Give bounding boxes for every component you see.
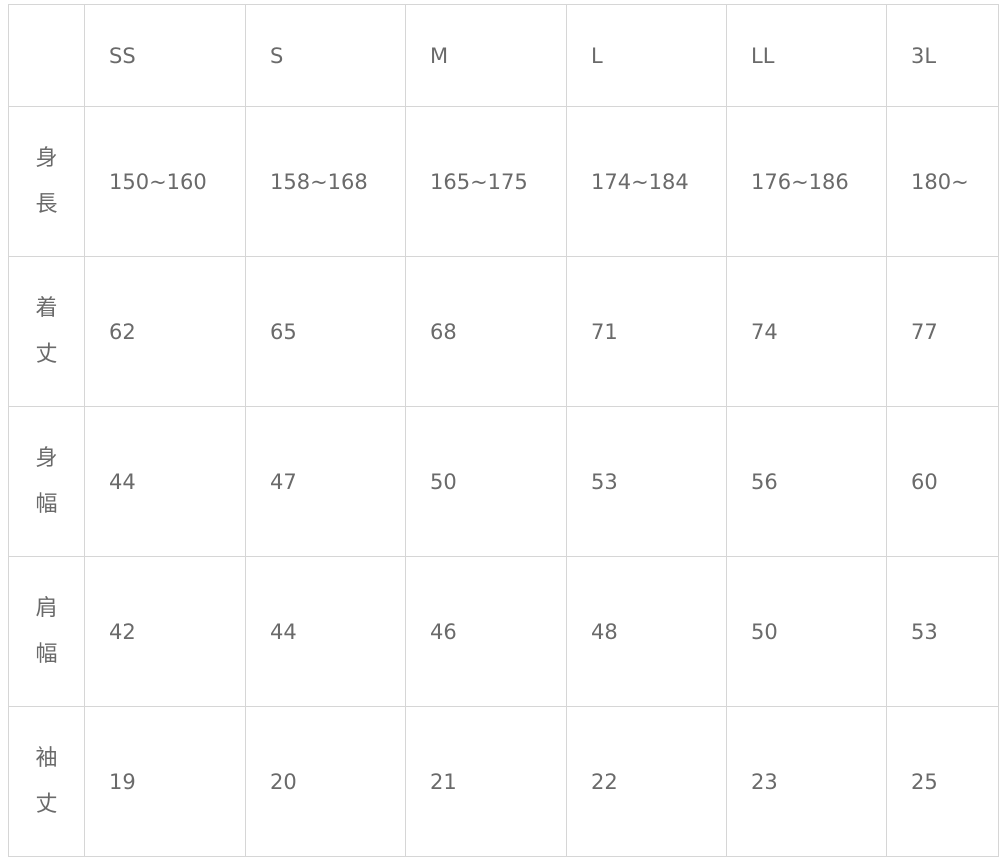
row-label: 肩幅 xyxy=(8,556,85,707)
size-chart-table: SS S M L LL 3L 身長 150~160 158~168 165~175 17… xyxy=(8,4,999,857)
table-cell: 71 xyxy=(566,256,727,407)
header-row: SS S M L LL 3L xyxy=(8,4,999,107)
header-cell-l: L xyxy=(566,4,727,107)
row-label-char: 着 xyxy=(35,295,58,321)
row-label: 身幅 xyxy=(8,406,85,557)
table-cell: 74 xyxy=(726,256,887,407)
row-label-char: 袖 xyxy=(35,745,58,771)
table-cell: 65 xyxy=(245,256,406,407)
row-label-char: 身 xyxy=(35,445,58,471)
table-row: 袖丈 19 20 21 22 23 25 xyxy=(8,706,999,857)
row-label: 袖丈 xyxy=(8,706,85,857)
header-cell-ll: LL xyxy=(726,4,887,107)
table-cell: 46 xyxy=(405,556,567,707)
row-label-char: 長 xyxy=(35,191,58,217)
row-label-char: 幅 xyxy=(35,491,58,517)
table-row: 身長 150~160 158~168 165~175 174~184 176~186 180… xyxy=(8,106,999,257)
table-cell: 50 xyxy=(726,556,887,707)
row-label-char: 丈 xyxy=(35,341,58,367)
row-label: 身長 xyxy=(8,106,85,257)
row-label-char: 肩 xyxy=(35,595,58,621)
corner-cell xyxy=(8,4,85,107)
table-cell: 42 xyxy=(84,556,246,707)
header-cell-m: M xyxy=(405,4,567,107)
table-cell: 176~186 xyxy=(726,106,887,257)
row-label-char: 幅 xyxy=(35,641,58,667)
header-cell-ss: SS xyxy=(84,4,246,107)
table-cell: 158~168 xyxy=(245,106,406,257)
table-cell: 19 xyxy=(84,706,246,857)
table-cell: 150~160 xyxy=(84,106,246,257)
table-cell: 62 xyxy=(84,256,246,407)
table-cell: 53 xyxy=(566,406,727,557)
table-cell: 21 xyxy=(405,706,567,857)
table-cell: 180~ xyxy=(886,106,999,257)
row-label-char: 丈 xyxy=(35,791,58,817)
table-cell: 50 xyxy=(405,406,567,557)
table-cell: 25 xyxy=(886,706,999,857)
table-cell: 47 xyxy=(245,406,406,557)
table-cell: 68 xyxy=(405,256,567,407)
table-cell: 44 xyxy=(84,406,246,557)
header-cell-3l: 3L xyxy=(886,4,999,107)
table-cell: 77 xyxy=(886,256,999,407)
table-cell: 20 xyxy=(245,706,406,857)
table-cell: 53 xyxy=(886,556,999,707)
table-row: 肩幅 42 44 46 48 50 53 xyxy=(8,556,999,707)
table-row: 着丈 62 65 68 71 74 77 xyxy=(8,256,999,407)
table-cell: 23 xyxy=(726,706,887,857)
table-row: 身幅 44 47 50 53 56 60 xyxy=(8,406,999,557)
table-cell: 48 xyxy=(566,556,727,707)
table-cell: 22 xyxy=(566,706,727,857)
table-cell: 44 xyxy=(245,556,406,707)
table-cell: 60 xyxy=(886,406,999,557)
header-cell-s: S xyxy=(245,4,406,107)
row-label-char: 身 xyxy=(35,145,58,171)
table-cell: 174~184 xyxy=(566,106,727,257)
row-label: 着丈 xyxy=(8,256,85,407)
table-cell: 56 xyxy=(726,406,887,557)
table-cell: 165~175 xyxy=(405,106,567,257)
